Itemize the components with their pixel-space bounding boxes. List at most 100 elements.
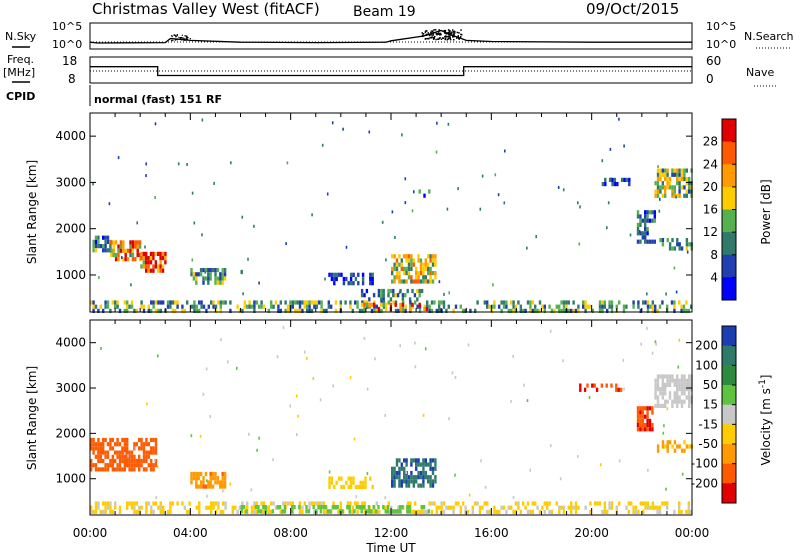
scatter-cell <box>317 505 320 510</box>
scatter-cell <box>646 406 649 411</box>
scatter-cell <box>408 509 411 514</box>
scatter-cell <box>118 442 122 447</box>
scatter-cell <box>100 347 102 350</box>
scatter-cell <box>298 300 302 305</box>
noise-speck <box>432 36 434 39</box>
scatter-cell <box>127 454 129 458</box>
colorbar-segment <box>722 164 736 188</box>
scatter-cell <box>258 304 261 309</box>
scatter-cell <box>210 300 213 305</box>
scatter-cell <box>403 458 406 463</box>
scatter-cell <box>577 304 580 309</box>
scatter-cell <box>683 378 686 383</box>
scatter-cell <box>257 509 260 514</box>
scatter-cell <box>223 476 227 481</box>
scatter-cell <box>106 463 110 468</box>
noise-speck <box>189 38 191 40</box>
scatter-cell <box>407 483 411 488</box>
scatter-cell <box>338 509 342 514</box>
scatter-cell <box>324 505 327 510</box>
scatter-cell <box>260 501 263 506</box>
scatter-cell <box>666 168 669 173</box>
scatter-cell <box>147 450 150 455</box>
scatter-cell <box>345 276 348 282</box>
scatter-cell <box>259 509 263 514</box>
scatter-cell <box>364 476 367 481</box>
scatter-cell <box>671 378 674 383</box>
noise-speck <box>456 31 459 34</box>
scatter-cell <box>673 395 676 400</box>
scatter-cell <box>644 231 647 236</box>
noise-speck <box>448 38 450 40</box>
scatter-cell <box>680 176 684 182</box>
scatter-cell <box>204 484 208 489</box>
scatter-cell <box>644 501 647 506</box>
scatter-cell <box>678 300 681 305</box>
scatter-cell <box>349 501 352 506</box>
scatter-cell <box>169 509 172 514</box>
scatter-cell <box>574 501 578 506</box>
scatter-cell <box>289 300 292 305</box>
scatter-cell <box>109 308 112 313</box>
colorbar-segment <box>722 345 736 366</box>
scatter-cell <box>639 418 642 423</box>
scatter-cell <box>639 410 642 415</box>
scatter-cell <box>298 509 302 514</box>
scatter-cell <box>407 254 411 259</box>
scatter-cell <box>427 479 430 484</box>
scatter-cell <box>236 509 239 514</box>
scatter-cell <box>310 300 314 305</box>
scatter-cell <box>142 450 146 455</box>
scatter-cell <box>311 213 313 217</box>
scatter-cell <box>102 501 105 506</box>
scatter-cell <box>389 288 393 294</box>
scatter-cell <box>415 466 418 471</box>
scatter-cell <box>142 251 145 256</box>
scatter-cell <box>294 308 297 313</box>
scatter-cell <box>685 509 688 514</box>
scatter-cell <box>625 304 628 309</box>
scatter-cell <box>97 239 100 244</box>
scatter-cell <box>150 300 153 305</box>
scatter-cell <box>498 509 501 514</box>
scatter-cell <box>641 410 644 415</box>
scatter-cell <box>147 268 150 273</box>
scatter-cell <box>639 231 642 236</box>
scatter-cell <box>664 168 667 173</box>
scatter-cell <box>412 279 415 284</box>
scatter-cell <box>122 244 125 249</box>
scatter-cell <box>391 483 394 488</box>
scatter-cell <box>644 210 647 215</box>
scatter-cell <box>494 173 497 177</box>
scatter-cell <box>671 172 674 177</box>
scatter-cell <box>505 300 508 305</box>
scatter-cell <box>434 271 437 276</box>
noise-speck <box>447 35 449 38</box>
scatter-cell <box>502 304 506 309</box>
scatter-cell <box>534 501 537 506</box>
scatter-cell <box>351 273 354 276</box>
scatter-cell <box>94 244 98 249</box>
scatter-cell <box>666 407 669 411</box>
freq-unit-label: [MHz] <box>3 66 35 79</box>
scatter-cell <box>154 264 157 269</box>
scatter-cell <box>289 404 292 408</box>
y-tick-label: 2000 <box>55 426 86 440</box>
scatter-cell <box>680 509 683 514</box>
scatter-cell <box>666 444 669 449</box>
scatter-cell <box>673 172 676 177</box>
scatter-cell <box>570 308 573 313</box>
scatter-cell <box>188 501 191 506</box>
scatter-cell <box>400 266 403 271</box>
scatter-cell <box>320 300 323 305</box>
scatter-cell <box>636 418 640 423</box>
scatter-cell <box>301 300 304 305</box>
scatter-cell <box>112 240 115 245</box>
scatter-cell <box>488 509 491 514</box>
scatter-cell <box>384 302 388 307</box>
scatter-cell <box>193 308 196 313</box>
noise-speck <box>176 35 178 37</box>
scatter-cell <box>382 293 385 298</box>
scatter-cell <box>688 181 691 186</box>
scatter-cell <box>129 244 132 249</box>
